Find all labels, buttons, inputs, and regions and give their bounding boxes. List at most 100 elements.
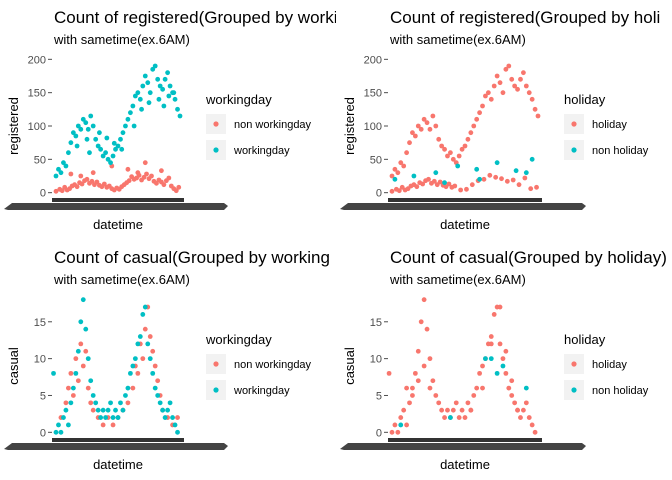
- data-point-series-2: [392, 176, 398, 182]
- data-point-series-2: [132, 356, 138, 362]
- data-point-series-1: [532, 106, 538, 112]
- y-axis-label: casual: [6, 347, 21, 385]
- data-point-series-1: [459, 407, 465, 413]
- data-point-series-2: [93, 136, 99, 142]
- data-point-series-2: [95, 143, 101, 149]
- data-point-series-2: [171, 90, 177, 96]
- data-point-series-1: [59, 188, 65, 194]
- data-point-series-1: [410, 393, 415, 398]
- data-point-series-2: [135, 341, 141, 347]
- data-point-series-1: [516, 182, 522, 188]
- data-point-series-2: [98, 146, 104, 152]
- data-point-series-2: [100, 153, 106, 159]
- data-point-series-1: [135, 370, 141, 376]
- data-point-series-1: [528, 186, 534, 192]
- data-point-series-2: [113, 407, 118, 413]
- data-point-series-2: [140, 83, 146, 89]
- data-point-series-1: [173, 188, 179, 194]
- data-point-series-2: [165, 70, 171, 76]
- data-point-series-2: [135, 90, 141, 96]
- data-point-series-1: [53, 188, 59, 194]
- data-point-series-1: [147, 334, 153, 339]
- data-point-series-2: [123, 123, 128, 129]
- data-point-series-1: [418, 319, 424, 325]
- data-point-series-1: [125, 166, 131, 172]
- data-point-series-1: [512, 83, 518, 89]
- data-point-series-2: [127, 370, 133, 376]
- data-point-series-1: [155, 378, 161, 384]
- data-point-series-2: [177, 113, 183, 119]
- chart-panel-2: Count of registered(Grouped by holi with …: [340, 8, 660, 232]
- data-point-series-1: [450, 407, 456, 413]
- data-point-series-1: [101, 181, 107, 187]
- chart-title: Count of registered(Grouped by workingda…: [54, 8, 384, 27]
- data-point-series-1: [392, 166, 398, 172]
- y-tick-label: 15: [370, 317, 382, 329]
- data-point-series-1: [404, 422, 409, 428]
- data-point-series-2: [118, 136, 123, 142]
- data-point-series-2: [523, 170, 529, 176]
- data-point-series-2: [56, 422, 61, 428]
- chart-title: Count of casual(Grouped by working: [54, 248, 330, 267]
- data-point-series-2: [70, 130, 76, 136]
- data-point-series-1: [75, 378, 81, 384]
- data-point-series-1: [436, 136, 442, 142]
- data-point-series-1: [504, 178, 510, 184]
- y-tick-label: 0: [40, 427, 46, 439]
- data-point-series-1: [474, 116, 480, 122]
- y-tick-label: 5: [376, 390, 382, 402]
- data-point-series-1: [534, 184, 539, 190]
- data-point-series-1: [497, 80, 503, 86]
- data-point-series-1: [450, 156, 456, 162]
- data-point-series-2: [155, 393, 161, 398]
- data-point-series-1: [433, 123, 439, 129]
- data-point-series-2: [165, 407, 171, 413]
- data-point-series-1: [389, 188, 395, 194]
- data-point-series-1: [446, 181, 452, 187]
- data-point-series-2: [97, 130, 102, 136]
- data-point-series-1: [159, 168, 164, 174]
- data-point-series-1: [175, 415, 180, 420]
- data-point-series-1: [126, 178, 132, 184]
- data-point-series-1: [398, 160, 404, 166]
- data-point-series-2: [488, 356, 494, 362]
- data-point-series-1: [500, 356, 506, 362]
- data-point-series-2: [63, 163, 69, 169]
- legend-key-dot: [213, 361, 219, 367]
- data-point-series-1: [485, 90, 491, 96]
- legend-key-dot: [571, 147, 577, 153]
- data-point-series-1: [481, 176, 487, 182]
- data-point-series-2: [85, 356, 91, 362]
- data-point-series-2: [58, 170, 64, 176]
- data-point-series-2: [74, 143, 80, 149]
- data-point-series-2: [157, 83, 163, 89]
- data-point-series-2: [150, 370, 156, 376]
- y-tick-label: 150: [364, 88, 382, 100]
- data-point-series-1: [518, 76, 523, 82]
- legend-label: holiday: [592, 359, 627, 371]
- data-point-series-2: [142, 73, 148, 79]
- data-point-series-2: [105, 407, 111, 413]
- y-tick-label: 200: [28, 54, 46, 66]
- data-point-series-1: [436, 400, 442, 406]
- data-point-series-1: [503, 348, 509, 354]
- data-point-series-1: [412, 370, 418, 376]
- chart-subtitle: with sametime(ex.6AM): [53, 272, 190, 287]
- legend-key-dot: [571, 121, 577, 127]
- legend-label: non holiday: [592, 385, 649, 397]
- data-point-series-1: [83, 348, 89, 354]
- data-point-series-2: [83, 120, 89, 126]
- legend-label: holiday: [592, 119, 627, 131]
- data-point-series-1: [80, 363, 86, 369]
- data-point-series-2: [66, 422, 71, 428]
- data-point-series-2: [61, 160, 66, 166]
- data-point-series-1: [491, 312, 497, 317]
- y-tick-label: 10: [370, 354, 382, 366]
- data-point-series-2: [103, 150, 108, 156]
- y-tick-label: 200: [364, 54, 382, 66]
- data-point-series-1: [140, 356, 146, 362]
- data-point-series-2: [474, 166, 480, 172]
- data-point-series-1: [493, 174, 499, 180]
- data-point-series-2: [115, 415, 121, 420]
- legend-key-dot: [571, 387, 577, 393]
